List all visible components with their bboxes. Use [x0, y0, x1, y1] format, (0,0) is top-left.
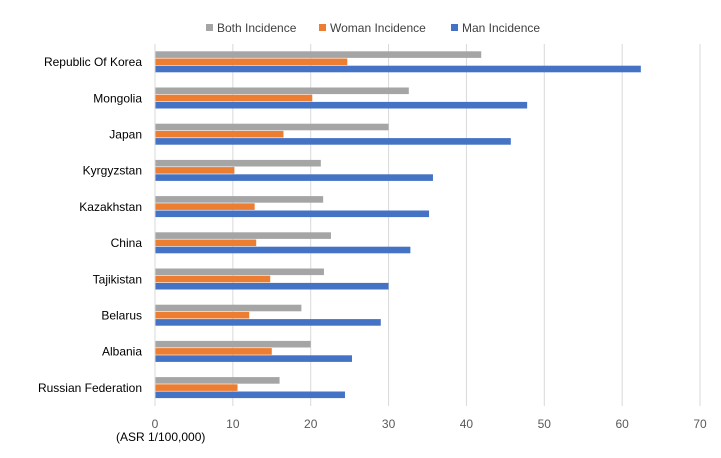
- x-tick-label: 50: [538, 417, 552, 431]
- x-tick-label: 30: [382, 417, 396, 431]
- bar: [155, 268, 324, 276]
- bar: [155, 232, 331, 239]
- y-category-label: China: [111, 236, 143, 250]
- y-category-label: Mongolia: [93, 91, 142, 105]
- x-tick-label: 0: [152, 417, 159, 431]
- bar: [155, 196, 324, 203]
- bar: [155, 174, 433, 181]
- bar: [155, 275, 271, 283]
- legend-swatch: [319, 24, 326, 31]
- y-category-label: Russian Federation: [38, 381, 142, 395]
- x-tick-label: 20: [304, 417, 318, 431]
- legend-label: Man Incidence: [462, 21, 540, 35]
- x-tick-label: 40: [460, 417, 474, 431]
- y-category-label: Albania: [102, 345, 142, 359]
- x-tick-label: 60: [615, 417, 629, 431]
- y-category-label: Republic Of Korea: [44, 55, 142, 69]
- legend-swatch: [206, 24, 213, 31]
- bar: [155, 391, 345, 399]
- bar: [155, 159, 321, 167]
- y-category-label: Belarus: [101, 309, 142, 323]
- legend: Both Incidence Woman Incidence Man Inciden…: [206, 21, 540, 35]
- bar: [155, 355, 352, 362]
- bar: [155, 319, 381, 326]
- bar: [155, 58, 348, 66]
- legend-swatch: [451, 24, 458, 31]
- bar: [155, 348, 272, 355]
- bar: [155, 210, 430, 218]
- y-category-label: Japan: [109, 128, 142, 142]
- bar: [155, 87, 409, 95]
- bar: [155, 246, 411, 254]
- x-tick-label: 70: [693, 417, 707, 431]
- bar: [155, 94, 313, 102]
- bar: [155, 167, 235, 174]
- bar: [155, 130, 284, 138]
- bar: [155, 203, 255, 210]
- bar: [155, 377, 280, 384]
- bar: [155, 384, 238, 391]
- bars: [155, 51, 641, 399]
- x-tick-label: 10: [226, 417, 240, 431]
- y-category-label: Kyrgyzstan: [83, 164, 142, 178]
- bar: [155, 340, 311, 348]
- bar: [155, 304, 302, 312]
- y-category-label: Kazakhstan: [79, 200, 142, 214]
- y-axis-labels: Republic Of Korea Mongolia Japan Kyrgyzstan…: [38, 55, 142, 395]
- x-axis-label: (ASR 1/100,000): [116, 430, 205, 444]
- legend-label: Both Incidence: [217, 21, 297, 35]
- legend-label: Woman Incidence: [330, 21, 426, 35]
- bar: [155, 65, 641, 73]
- bar: [155, 101, 528, 109]
- bar: [155, 51, 482, 58]
- bar: [155, 123, 389, 131]
- bar: [155, 282, 389, 290]
- x-axis-tick-labels: 0 10 20 30 40 50 60 70: [152, 417, 707, 431]
- bar: [155, 311, 250, 319]
- bar: [155, 138, 511, 145]
- bar: [155, 239, 257, 247]
- y-category-label: Tajikistan: [93, 272, 142, 286]
